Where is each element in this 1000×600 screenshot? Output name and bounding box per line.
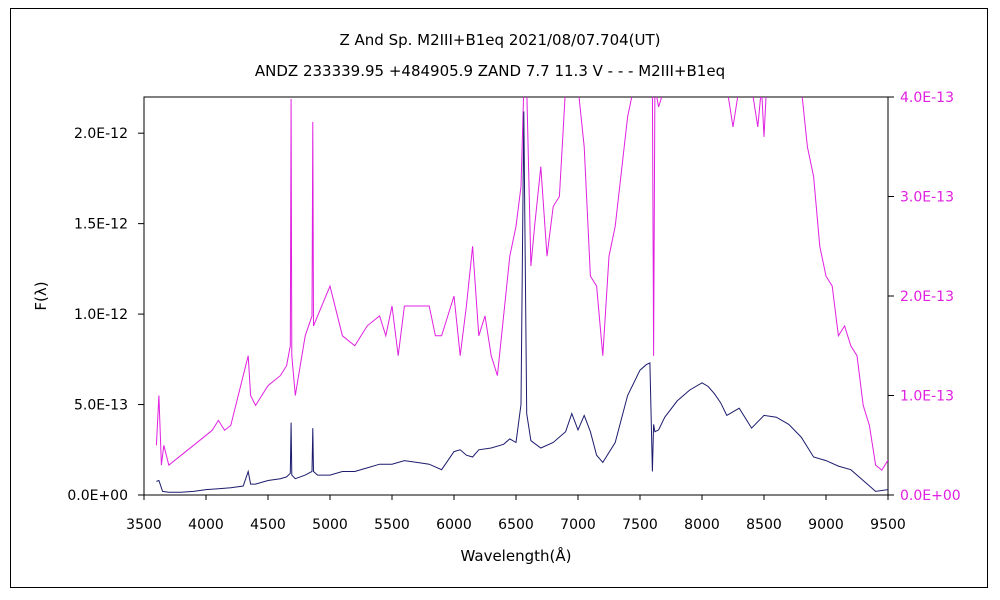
y-left-tick-label: 0.0E+00 [67,488,128,504]
y-right-tick-label: 3.0E-13 [900,190,954,206]
x-tick-label: 5500 [374,517,410,533]
x-tick-label: 9000 [808,517,844,533]
y-left-tick-label: 1.5E-12 [74,217,128,233]
chart-frame [10,8,988,588]
x-tick-label: 6000 [436,517,472,533]
x-tick-label: 7500 [622,517,658,533]
series-layer [155,97,888,493]
x-tick-label: 4000 [188,517,224,533]
y-right-tick-label: 1.0E-13 [900,389,954,405]
y-right-tick-label: 2.0E-13 [900,289,954,305]
y-left-tick-label: 5.0E-13 [74,398,128,414]
y-right-tick-label: 4.0E-13 [900,90,954,106]
x-tick-label: 5000 [312,517,348,533]
y-axis-label: F(λ) [32,281,50,310]
plot-area [143,96,889,496]
chart-subtitle: ANDZ 233339.95 +484905.9 ZAND 7.7 11.3 V… [255,62,725,80]
y-left-tick-label: 1.0E-12 [74,307,128,323]
x-tick-label: 6500 [498,517,534,533]
series-right-line [155,97,888,471]
y-right-tick-label: 0.0E+00 [900,488,961,504]
x-tick-label: 4500 [250,517,286,533]
chart-title: Z And Sp. M2III+B1eq 2021/08/07.704(UT) [339,31,660,49]
x-tick-label: 7000 [560,517,596,533]
series-left-line [156,111,888,493]
x-axis-label: Wavelength(Å) [461,546,572,565]
y-left-tick-label: 2.0E-12 [74,126,128,142]
axis-layer: 3500 4000 4500 5000 5500 6000 6500 7000 7500 8000… [67,90,960,533]
x-tick-label: 8000 [684,517,720,533]
x-tick-label: 3500 [126,517,162,533]
x-tick-label: 8500 [746,517,782,533]
x-tick-label: 9500 [870,517,906,533]
